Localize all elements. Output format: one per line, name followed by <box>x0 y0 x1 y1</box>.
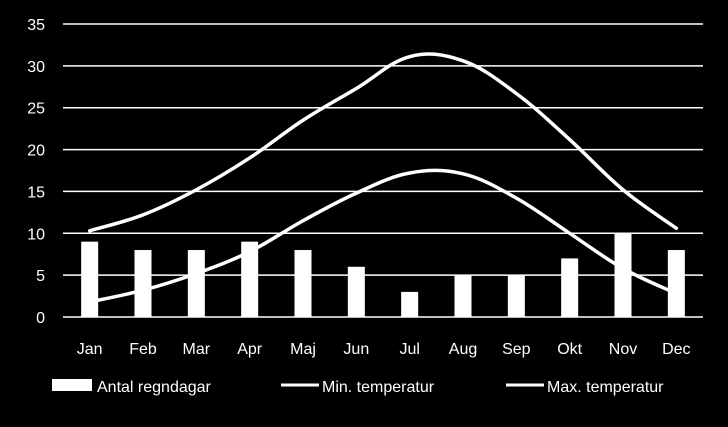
y-tick-label: 0 <box>36 310 45 327</box>
bar <box>667 250 685 317</box>
x-tick-label: Nov <box>609 341 637 358</box>
x-tick-label: Apr <box>237 341 263 358</box>
y-tick-label: 5 <box>36 268 45 285</box>
legend-label-bar: Antal regndagar <box>97 379 212 396</box>
y-axis-ticks: 0 5 10 15 20 25 30 35 <box>27 17 45 327</box>
legend-swatch-bar <box>52 379 92 391</box>
bar <box>614 233 632 317</box>
x-tick-label: Feb <box>129 341 157 358</box>
bar <box>187 250 205 317</box>
x-tick-label: Maj <box>290 341 316 358</box>
bar <box>347 266 365 317</box>
bar <box>454 275 472 317</box>
y-tick-label: 10 <box>27 226 45 243</box>
line-series <box>87 52 679 304</box>
legend-label-min: Min. temperatur <box>322 379 435 396</box>
min-temperature-line <box>87 168 679 304</box>
x-tick-label: Aug <box>449 341 477 358</box>
y-tick-label: 20 <box>27 143 45 160</box>
y-tick-label: 35 <box>27 17 45 34</box>
x-axis-ticks: Jan Feb Mar Apr Maj Jun Jul Aug Sep Okt Nov Dec <box>77 341 691 358</box>
x-tick-label: Mar <box>183 341 211 358</box>
bar <box>81 241 99 317</box>
y-tick-label: 25 <box>27 101 45 118</box>
bar <box>561 258 579 317</box>
y-tick-label: 30 <box>27 59 45 76</box>
bar-series <box>81 233 685 317</box>
x-tick-label: Jul <box>399 341 419 358</box>
bar <box>241 241 259 317</box>
x-tick-label: Dec <box>662 341 690 358</box>
bar <box>401 291 419 317</box>
x-tick-label: Jun <box>343 341 369 358</box>
max-temperature-line <box>87 52 679 233</box>
legend-label-max: Max. temperatur <box>547 379 664 396</box>
bar <box>294 250 312 317</box>
x-tick-label: Jan <box>77 341 103 358</box>
legend: Antal regndagar Min. temperatur Max. tem… <box>52 379 664 396</box>
bar <box>134 250 152 317</box>
bar <box>507 275 525 317</box>
y-tick-label: 15 <box>27 184 45 201</box>
x-tick-label: Sep <box>502 341 531 358</box>
x-tick-label: Okt <box>557 341 582 358</box>
gridlines <box>63 23 703 318</box>
